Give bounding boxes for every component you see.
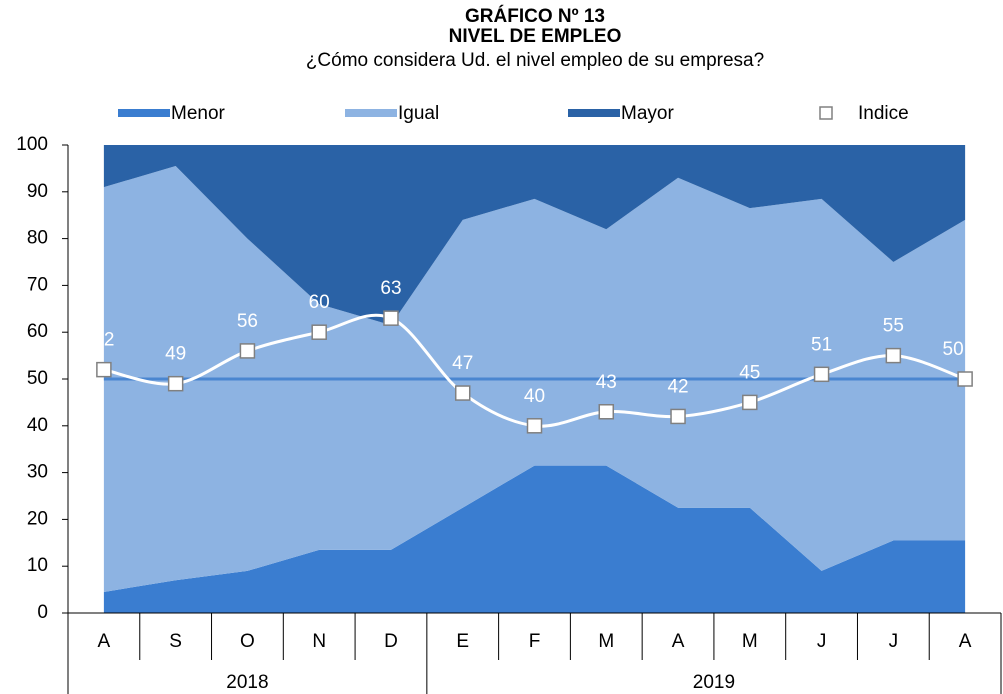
y-tick-label: 20 [27,508,48,529]
x-tick-label: N [312,631,326,652]
x-group-label: 2018 [226,672,268,693]
legend-label: Mayor [621,103,674,124]
legend-swatch [118,109,170,117]
area [103,145,966,326]
data-label: 50 [943,339,964,360]
y-tick-label: 80 [27,228,48,249]
x-tick-label: J [817,631,827,652]
data-label: 60 [309,292,330,313]
data-label: 49 [165,344,186,365]
x-tick-label: F [529,631,541,652]
data-label: 40 [524,386,545,407]
index-marker [383,310,399,326]
data-label: 47 [452,353,473,374]
index-marker [239,343,256,359]
data-label: 42 [667,376,688,397]
x-tick-label: J [889,631,899,652]
legend-marker [819,106,833,120]
data-label: 43 [596,372,617,393]
y-tick-label: 0 [37,602,48,623]
data-label: 55 [883,316,904,337]
y-tick-label: 60 [27,321,48,342]
index-marker [885,347,902,364]
y-tick-label: 70 [27,274,48,295]
index-marker [454,385,471,401]
index-marker [311,324,327,340]
data-label: 52 [93,330,114,351]
legend-swatch [568,109,620,117]
index-marker [526,418,543,434]
y-tick-label: 50 [27,368,48,389]
x-tick-label: A [959,631,972,652]
x-group-label: 2019 [693,672,735,693]
legend-label: Igual [398,103,439,124]
legend-label: Menor [171,103,226,124]
y-tick-label: 40 [27,415,48,436]
index-marker [96,361,112,378]
y-tick-label: 10 [27,555,48,576]
x-tick-label: A [98,631,111,652]
data-label: 45 [739,362,760,383]
index-marker [598,404,615,420]
y-tick-label: 90 [27,181,48,202]
x-tick-label: D [384,631,398,652]
x-tick-label: M [742,631,758,652]
index-marker [742,394,758,411]
y-tick-label: 30 [27,462,48,483]
x-tick-label: A [672,631,685,652]
data-label: 51 [811,334,832,355]
chart-subtitle: NIVEL DE EMPLEO [449,26,622,47]
chart-question: ¿Cómo considera Ud. el nivel empleo de s… [306,50,764,71]
x-tick-label: M [598,631,614,652]
area [103,465,966,613]
y-tick-label: 100 [16,134,48,155]
index-marker [957,371,973,387]
x-tick-label: E [456,631,469,652]
x-tick-label: S [169,631,182,652]
legend-swatch [345,109,397,117]
legend-label: Indice [858,103,909,124]
index-marker [670,408,686,425]
x-tick-label: O [240,631,255,652]
index-marker [167,375,184,392]
chart-title: GRÁFICO Nº 13 [465,5,605,27]
data-label: 56 [237,311,258,332]
data-label: 63 [380,278,401,299]
index-marker [813,366,830,383]
